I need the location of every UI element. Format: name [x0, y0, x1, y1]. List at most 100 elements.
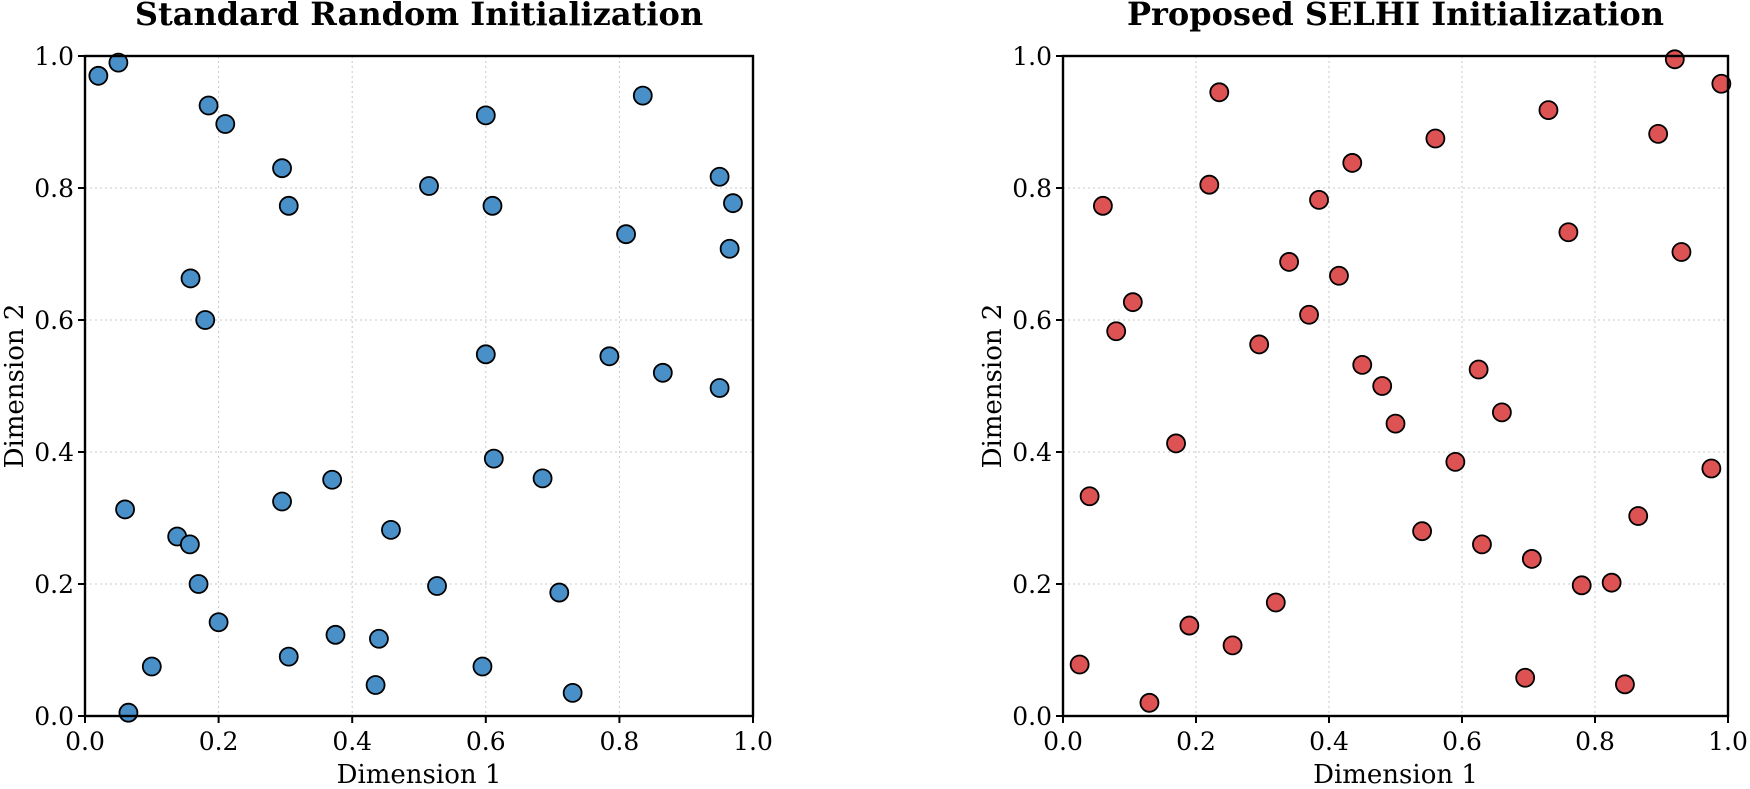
right-x-axis-label: Dimension 1: [1313, 760, 1478, 789]
right-data-point: [1299, 304, 1319, 325]
left-data-point: [427, 576, 447, 596]
left-x-tick-label: 0.2: [199, 727, 239, 756]
left-data-point: [709, 166, 730, 187]
right-data-point: [1222, 635, 1243, 656]
right-y-tick-label: 0.0: [1012, 702, 1052, 731]
left-data-point: [599, 346, 620, 367]
left-y-tick-label: 0.6: [34, 306, 74, 335]
right-data-point: [1122, 292, 1143, 313]
right-data-point: [1664, 49, 1685, 70]
right-y-tick-label: 0.8: [1012, 174, 1052, 203]
left-x-tick-label: 1.0: [733, 727, 773, 756]
right-data-point: [1468, 359, 1489, 380]
left-x-tick-label: 0.6: [466, 727, 506, 756]
left-data-point: [188, 574, 209, 594]
right-y-tick-label: 0.2: [1012, 570, 1052, 599]
right-data-point: [1601, 572, 1622, 593]
left-data-point: [483, 448, 504, 469]
right-data-point: [1492, 402, 1512, 423]
left-y-axis-label: Dimension 2: [0, 304, 30, 469]
left-data-point: [325, 624, 346, 645]
right-data-point: [1279, 252, 1299, 272]
left-data-point: [198, 95, 219, 116]
right-data-point: [1412, 521, 1432, 542]
left-data-point: [88, 65, 109, 86]
right-data-point: [1265, 592, 1286, 613]
right-y-tick-label: 1.0: [1012, 42, 1052, 71]
left-chart-title: Standard Random Initialization: [135, 0, 703, 33]
right-data-point: [1199, 174, 1220, 195]
left-data-point: [369, 628, 389, 649]
left-data-point: [723, 193, 743, 214]
left-y-tick-label: 0.0: [34, 702, 74, 731]
right-data-point: [1249, 334, 1270, 355]
left-y-tick-label: 0.8: [34, 174, 74, 203]
right-scatter-panel: 0.0 0.2 0.4 0.6 0.8 1.0 0.0 0.2 0.4 0.6 0.8 1.0 Prop…: [978, 0, 1748, 789]
right-data-point: [1671, 242, 1692, 262]
left-data-point: [278, 195, 299, 216]
right-data-point: [1352, 354, 1373, 375]
left-data-point: [180, 268, 201, 289]
right-data-point: [1445, 451, 1466, 472]
right-data-point: [1615, 674, 1635, 695]
left-data-point: [616, 224, 636, 245]
right-plot-frame: [1061, 54, 1730, 718]
right-data-point: [1385, 413, 1406, 434]
right-data-point: [1106, 321, 1127, 342]
left-data-point: [179, 534, 200, 555]
right-x-tick-label: 0.4: [1309, 727, 1349, 756]
right-x-tick-label: 1.0: [1708, 727, 1748, 756]
left-data-point: [278, 646, 299, 667]
right-data-point: [1472, 534, 1492, 555]
left-data-point: [632, 85, 653, 106]
left-y-tick-label: 0.2: [34, 570, 74, 599]
left-data-point: [475, 344, 496, 365]
right-data-point: [1139, 692, 1160, 713]
right-data-point: [1571, 575, 1592, 596]
left-data-point: [195, 310, 216, 330]
left-scatter-panel: 0.0 0.2 0.4 0.6 0.8 1.0 0.0 0.2 0.4 0.6 0.8 1.0 Stan…: [0, 0, 773, 789]
left-data-point: [419, 176, 439, 196]
left-data-point: [141, 656, 162, 677]
right-x-tick-label: 0.2: [1176, 727, 1216, 756]
right-data-point: [1701, 458, 1722, 479]
left-data-point: [472, 656, 493, 677]
left-plot-frame: [83, 54, 755, 718]
right-x-tick-label: 0.6: [1442, 727, 1482, 756]
left-data-point: [549, 582, 570, 603]
right-data-point: [1069, 654, 1090, 675]
left-data-point: [652, 362, 673, 383]
left-data-point: [322, 469, 343, 490]
right-data-point: [1166, 433, 1186, 454]
right-data-point: [1079, 486, 1100, 507]
right-data-point: [1628, 506, 1649, 526]
right-chart-title: Proposed SELHI Initialization: [1127, 0, 1664, 33]
left-x-tick-label: 0.0: [65, 727, 105, 756]
right-x-tick-label: 0.8: [1575, 727, 1615, 756]
right-y-axis-label: Dimension 2: [978, 304, 1008, 469]
left-data-point: [475, 105, 496, 126]
left-y-tick-label: 1.0: [34, 42, 74, 71]
right-data-point: [1372, 376, 1393, 396]
right-data-point: [1515, 667, 1536, 688]
right-data-point: [1329, 265, 1349, 286]
left-x-tick-label: 0.4: [332, 727, 372, 756]
left-data-point: [381, 519, 401, 540]
right-data-point: [1648, 123, 1669, 144]
right-data-point: [1342, 153, 1363, 173]
right-data-point: [1711, 73, 1732, 94]
right-data-point: [1209, 82, 1230, 103]
left-data-point: [108, 52, 129, 73]
left-data-point: [272, 491, 292, 512]
left-x-axis-label: Dimension 1: [337, 760, 502, 789]
left-data-point: [709, 378, 730, 398]
right-data-point: [1521, 549, 1542, 569]
right-y-tick-label: 0.4: [1012, 438, 1052, 467]
right-data-point: [1558, 222, 1579, 243]
left-x-tick-label: 0.8: [600, 727, 640, 756]
left-data-point: [365, 675, 386, 695]
left-data-point: [118, 702, 139, 723]
left-data-point: [115, 499, 135, 520]
right-data-point: [1093, 195, 1113, 216]
